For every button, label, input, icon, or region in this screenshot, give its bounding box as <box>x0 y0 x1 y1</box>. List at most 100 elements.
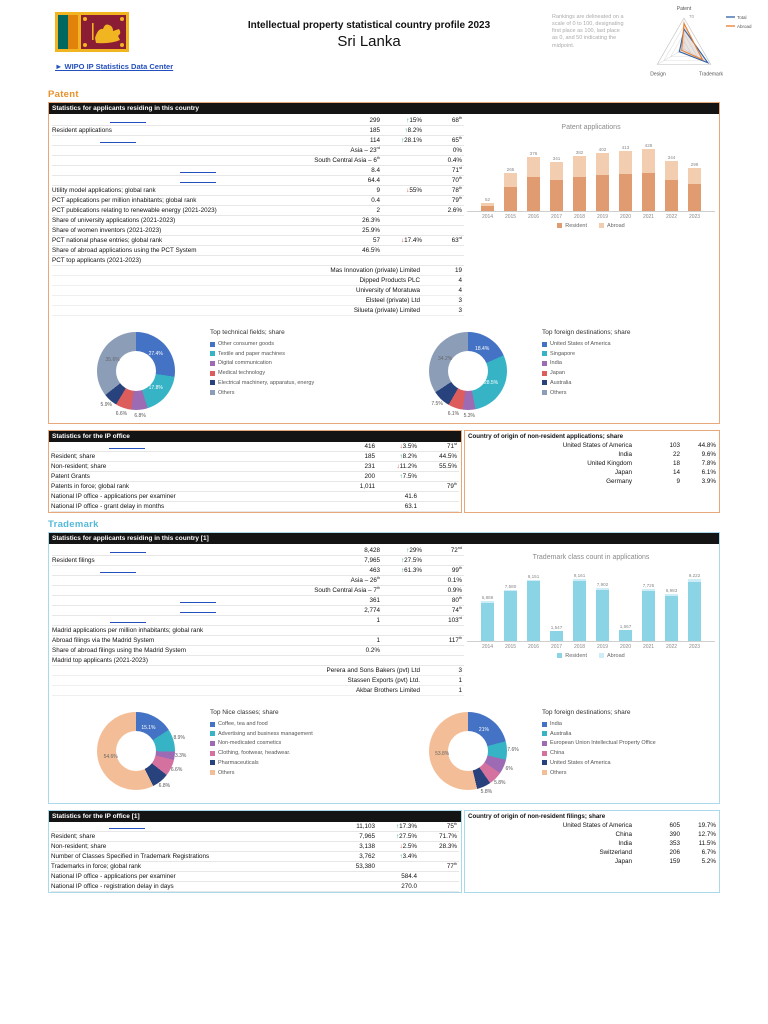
year-label: 2018 <box>573 643 586 650</box>
subheading-label: PCT top applicants (2021-2023) <box>52 257 142 264</box>
row-label-link[interactable] <box>109 443 145 449</box>
pct-top-applicants-list: Mas Innovation (private) Limited 19 Dipped… <box>52 266 464 316</box>
row-label-link[interactable] <box>100 567 136 573</box>
legend-swatch <box>598 223 604 228</box>
stat-row: 299 ↑15% 68th <box>52 116 464 126</box>
bar-value-label: 265 <box>506 166 515 172</box>
row-label-link[interactable] <box>180 597 216 603</box>
origin-table-title: Country of origin of non-resident applic… <box>468 433 624 440</box>
legend-swatch <box>210 770 215 776</box>
legend-item: Medical technology <box>210 370 384 376</box>
row-label-link[interactable] <box>109 823 145 829</box>
stat-rank: 79th <box>451 195 462 204</box>
stat-rank: 74th <box>451 605 462 614</box>
stat-label: Patents in force; global rank <box>51 483 130 490</box>
stat-rank: 75th <box>446 821 457 830</box>
stat-label: Share of abroad filings using the Madrid… <box>52 647 187 654</box>
stat-row: 361 80th <box>52 596 464 606</box>
bar-abroad-segment <box>481 203 494 207</box>
chart-years: 2014 2015 2016 2017 2018 2019 2020 2021 2022 2023 <box>467 642 715 650</box>
legend-item: Non-medicated cosmetics <box>210 740 384 746</box>
stat-label: PCT publications relating to renewable e… <box>52 207 217 214</box>
stat-change: ↑8.2% <box>399 453 417 460</box>
row-label-link[interactable] <box>110 547 146 553</box>
chart-bar: 9,151 <box>522 574 545 641</box>
legend-swatch <box>210 370 215 376</box>
stat-change: ↑7.5% <box>399 473 417 480</box>
stat-row: 8,428 ↑29% 72nd <box>52 546 464 556</box>
origin-value: 159 <box>669 858 680 865</box>
stat-change: ↑29% <box>406 547 422 554</box>
stat-value: 231 <box>364 463 375 470</box>
stat-change: ↑17.3% <box>395 823 417 830</box>
origin-row: Japan 159 5.2% <box>465 857 719 866</box>
legend-label: Non-medicated cosmetics <box>218 740 282 747</box>
year-label: 2014 <box>481 213 494 220</box>
wipo-data-center-link[interactable]: ► WIPO IP Statistics Data Center <box>55 62 174 71</box>
bar-stack <box>504 172 517 211</box>
bar-resident-segment <box>688 184 701 211</box>
origin-row: Germany 9 3.9% <box>465 477 719 486</box>
row-label-link[interactable] <box>180 167 216 173</box>
stat-rank: 117th <box>448 635 462 644</box>
bar-value-label: 1,547 <box>550 624 563 630</box>
stat-value: 3,138 <box>359 843 375 850</box>
bar-value-label: 402 <box>598 146 607 152</box>
row-label-link[interactable] <box>180 607 216 613</box>
bar-resident-segment <box>619 630 632 641</box>
legend-label: India <box>550 360 562 367</box>
stat-value: 463 <box>369 567 380 574</box>
bar-resident-segment <box>596 174 609 211</box>
stat-value: 53,380 <box>355 863 375 870</box>
bar-stack <box>596 587 609 641</box>
bar-stack <box>573 155 586 211</box>
row-label-link[interactable] <box>100 137 136 143</box>
legend-label: India <box>550 721 562 727</box>
bar-value-label: 5,886 <box>481 595 494 601</box>
stat-rank: 63rd <box>451 235 462 244</box>
svg-text:Total: Total <box>737 15 747 20</box>
bar-abroad-segment <box>527 156 540 178</box>
row-label-link[interactable] <box>180 177 216 183</box>
bar-value-label: 413 <box>621 145 630 151</box>
row-label-link[interactable] <box>110 117 146 123</box>
stat-label <box>52 167 270 175</box>
stat-rank: 79th <box>446 481 457 490</box>
chart-bar: 265 <box>499 167 522 211</box>
slice-label: 7.5% <box>431 400 443 407</box>
slice-label: 35.6% <box>105 356 120 363</box>
stat-rank: 44.5% <box>439 453 457 460</box>
stat-row: Resident; share 7,965 ↑27.5% 71.7% <box>51 832 459 842</box>
top-technical-fields-section: 27.4% 17.8% 6.8% 6.6% 5.9% 35.6% Top technica… <box>52 323 384 419</box>
origin-share: 6.7% <box>701 849 716 856</box>
stat-value: 7,965 <box>364 557 380 564</box>
stat-label <box>52 617 270 625</box>
stat-rank: 65th <box>451 135 462 144</box>
donut-legend: India Australia European Union Intellectua… <box>542 721 716 776</box>
stat-value: 114 <box>369 137 380 144</box>
stat-rank: 0% <box>452 147 462 154</box>
stat-row: Share of university applications (2021-2… <box>52 216 464 226</box>
legend-swatch <box>210 380 215 386</box>
donut-hole <box>448 731 488 771</box>
origin-share: 3.9% <box>701 478 716 485</box>
origin-country: Japan <box>614 469 632 476</box>
stat-rank: 0.9% <box>447 587 462 594</box>
legend-item: Abroad <box>598 653 625 659</box>
legend-swatch <box>542 740 547 746</box>
legend-swatch <box>557 223 563 228</box>
trademark-applicants-block: Statistics for applicants residing in th… <box>48 532 720 804</box>
stat-row: Number of Classes Specified in Trademark… <box>51 852 459 862</box>
slice-label: 27.4% <box>148 351 163 358</box>
applicant-name: Mas Innovation (private) Limited <box>330 267 420 274</box>
applicant-count: 1 <box>458 687 462 694</box>
bar-stack <box>642 149 655 211</box>
trademark-donut-section: 15.1% 8.9% 3.3% 6.6% 6.8% 54.6% Top Nice clas… <box>52 703 716 799</box>
applicant-count: 1 <box>458 677 462 684</box>
stat-row: Resident; share 185 ↑8.2% 44.5% <box>51 452 459 462</box>
row-label-link[interactable] <box>110 617 146 623</box>
stat-change: ↓2.5% <box>399 843 417 850</box>
stat-value: 416 <box>364 443 375 450</box>
year-label: 2023 <box>688 643 701 650</box>
stat-rank: 71st <box>452 165 462 174</box>
